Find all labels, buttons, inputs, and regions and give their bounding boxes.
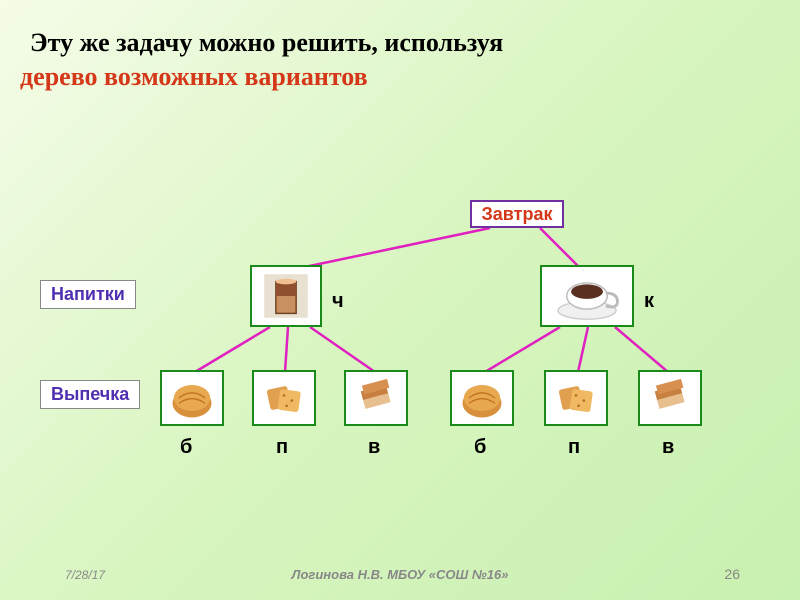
leaf-label: в [662, 436, 674, 459]
leaf-label: б [180, 436, 192, 459]
leaf-label: в [368, 436, 380, 459]
biscuit-icon [254, 372, 314, 424]
root-node: Завтрак [470, 200, 564, 228]
subtitle-line: дерево возможных вариантов [20, 62, 368, 92]
side-label-drinks: Напитки [40, 280, 136, 309]
leaf-label: б [474, 436, 486, 459]
node-coffee-label: к [644, 290, 654, 313]
leaf-wafer-1 [344, 370, 408, 426]
biscuit-icon [546, 372, 606, 424]
coffee-icon [542, 267, 632, 325]
wafer-icon [640, 372, 700, 424]
root-label: Завтрак [482, 204, 553, 225]
side-label-text: Напитки [51, 284, 125, 304]
leaf-bun-2 [450, 370, 514, 426]
side-label-text: Выпечка [51, 384, 129, 404]
side-label-bakery: Выпечка [40, 380, 140, 409]
leaf-biscuit-1 [252, 370, 316, 426]
leaf-biscuit-2 [544, 370, 608, 426]
footer-author: Логинова Н.В. МБОУ «СОШ №16» [0, 567, 800, 582]
leaf-label: п [276, 436, 288, 459]
footer-page-number: 26 [724, 566, 740, 582]
node-tea [250, 265, 322, 327]
leaf-bun-1 [160, 370, 224, 426]
tea-icon [252, 267, 320, 325]
leaf-label: п [568, 436, 580, 459]
leaf-wafer-2 [638, 370, 702, 426]
bun-icon [452, 372, 512, 424]
wafer-icon [346, 372, 406, 424]
bun-icon [162, 372, 222, 424]
node-tea-label: ч [332, 290, 344, 313]
node-coffee [540, 265, 634, 327]
title-line: Эту же задачу можно решить, используя [30, 28, 503, 58]
